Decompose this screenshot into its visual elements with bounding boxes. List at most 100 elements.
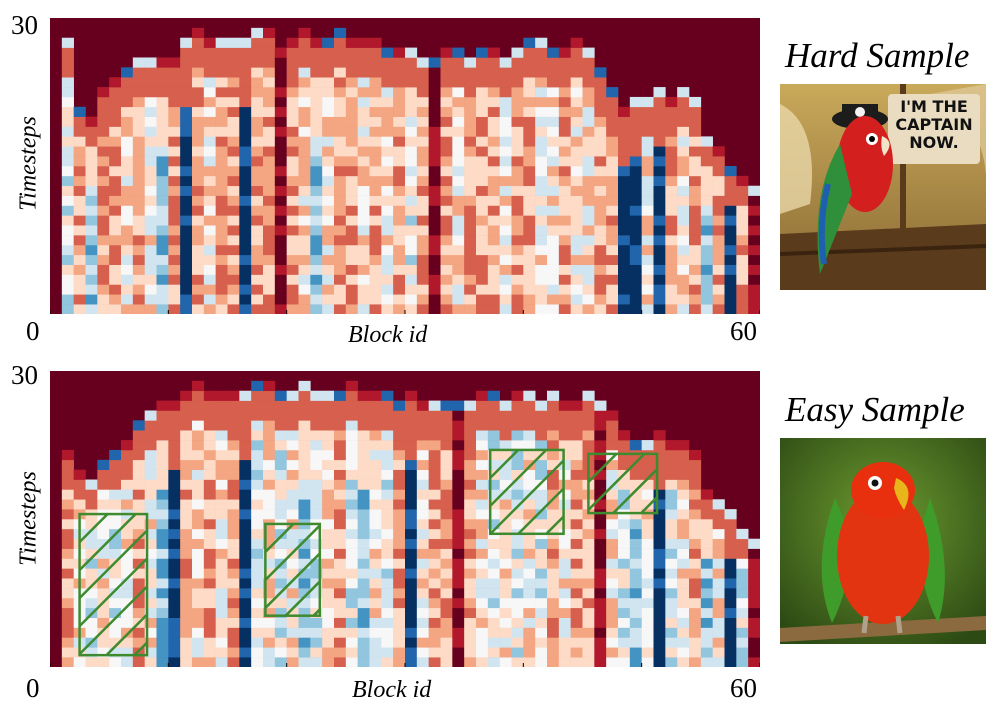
heatmap-cell: [712, 304, 725, 314]
heatmap-cell: [405, 215, 418, 226]
heatmap-cell: [416, 195, 429, 206]
heatmap-cell: [239, 264, 252, 275]
heatmap-cell: [712, 185, 725, 196]
heatmap-cell: [452, 116, 465, 127]
heatmap-cell: [345, 400, 358, 411]
heatmap-cell: [251, 106, 264, 117]
heatmap-cell: [227, 410, 240, 421]
heatmap-cell: [689, 304, 702, 314]
heatmap-cell: [180, 410, 193, 421]
heatmap-cell: [109, 284, 122, 295]
heatmap-cell: [487, 87, 500, 98]
heatmap-cell: [215, 175, 228, 187]
heatmap-cell: [251, 617, 264, 628]
heatmap-cell: [239, 87, 252, 98]
heatmap-cell: [689, 578, 702, 589]
heatmap-cell: [97, 459, 110, 470]
heatmap-cell: [724, 274, 737, 285]
heatmap-cell: [286, 578, 299, 589]
heatmap-cell: [464, 509, 477, 520]
heatmap-cell: [665, 509, 678, 520]
heatmap-cell: [487, 156, 500, 167]
heatmap-cell: [192, 126, 205, 137]
heatmap-cell: [547, 57, 560, 68]
heatmap-cell: [629, 96, 642, 108]
heatmap-cell: [180, 235, 193, 246]
heatmap-cell: [748, 588, 760, 599]
heatmap-cell: [215, 57, 228, 68]
heatmap-cell: [215, 47, 228, 58]
heatmap-cell: [499, 244, 512, 256]
heatmap-cell: [582, 519, 595, 530]
heatmap-cell: [357, 499, 370, 510]
heatmap-cell: [677, 607, 690, 618]
heatmap-cell: [286, 244, 299, 256]
heatmap-cell: [464, 479, 477, 490]
heatmap-cell: [464, 607, 477, 618]
heatmap-cell: [251, 244, 264, 256]
heatmap-cell: [144, 440, 157, 451]
heatmap-cell: [641, 116, 654, 127]
heatmap-cell: [511, 67, 524, 78]
heatmap-cell: [263, 225, 276, 236]
heatmap-cell: [689, 294, 702, 305]
heatmap-cell: [215, 235, 228, 246]
heatmap-cell: [464, 558, 477, 569]
heatmap-cell: [700, 185, 713, 196]
heatmap-cell: [251, 146, 264, 157]
heatmap-cell: [452, 87, 465, 98]
heatmap-cell: [239, 205, 252, 216]
heatmap-cell: [215, 274, 228, 285]
heatmap-cell: [558, 294, 571, 305]
heatmap-cell: [677, 235, 690, 246]
heatmap-cell: [440, 244, 453, 256]
heatmap-cell: [192, 637, 205, 648]
heatmap-cell: [251, 657, 264, 667]
heatmap-cell: [570, 156, 583, 167]
heatmap-cell: [322, 195, 335, 206]
heatmap-cell: [570, 106, 583, 117]
heatmap-cell: [263, 459, 276, 470]
heatmap-cell: [440, 96, 453, 108]
heatmap-cell: [724, 588, 737, 599]
heatmap-cell: [322, 657, 335, 667]
heatmap-cell: [298, 294, 311, 305]
heatmap-cell: [641, 175, 654, 187]
heatmap-cell: [677, 284, 690, 295]
heatmap-cell: [677, 548, 690, 559]
heatmap-cell: [203, 558, 216, 569]
heatmap-cell: [570, 274, 583, 285]
heatmap-cell: [629, 235, 642, 246]
heatmap-cell: [168, 146, 181, 157]
heatmap-cell: [476, 548, 489, 559]
heatmap-cell: [369, 607, 382, 618]
heatmap-cell: [570, 657, 583, 667]
heatmap-cell: [641, 459, 654, 470]
heatmap-cell: [523, 195, 536, 206]
heatmap-cell: [653, 205, 666, 216]
heatmap-cell: [653, 116, 666, 127]
heatmap-cell: [322, 430, 335, 441]
heatmap-cell: [476, 136, 489, 147]
heatmap-cell: [547, 499, 560, 510]
heatmap-cell: [144, 637, 157, 648]
heatmap-cell: [558, 400, 571, 411]
heatmap-cell: [393, 294, 406, 305]
heatmap-cell: [665, 568, 678, 579]
heatmap-cell: [298, 548, 311, 559]
heatmap-cell: [121, 588, 134, 599]
heatmap-cell: [558, 87, 571, 98]
heatmap-cell: [180, 274, 193, 285]
heatmap-cell: [61, 254, 74, 265]
heatmap-cell: [168, 469, 181, 480]
heatmap-cell: [618, 146, 631, 157]
heatmap-cell: [180, 47, 193, 58]
heatmap-cell: [405, 116, 418, 127]
heatmap-cell: [274, 469, 287, 480]
heatmap-cell: [570, 235, 583, 246]
heatmap-cell: [558, 166, 571, 177]
heatmap-cell: [345, 459, 358, 470]
heatmap-cell: [322, 400, 335, 411]
heatmap-cell: [357, 479, 370, 490]
heatmap-cell: [700, 617, 713, 628]
